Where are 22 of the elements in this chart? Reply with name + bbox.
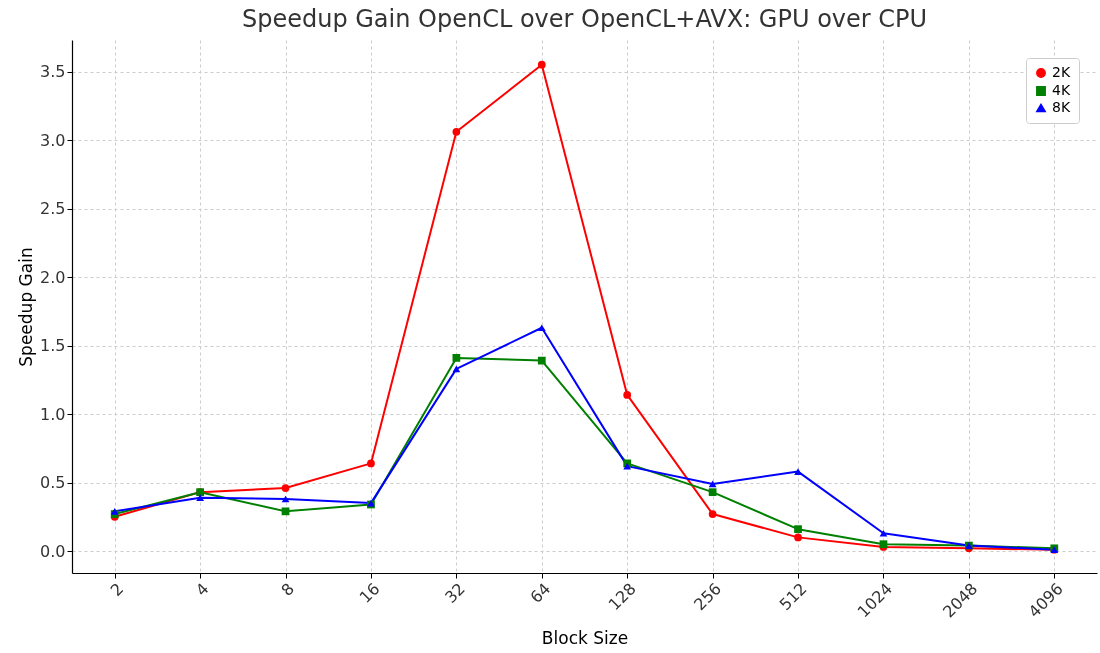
y-tick-label: 1.5 [40,336,66,356]
y-tick-label: 3.5 [40,62,66,82]
y-tick-label: 0.0 [40,541,66,561]
legend-label: 8K [1052,99,1071,115]
legend-label: 4K [1052,82,1071,98]
x-tick-label: 8 [277,579,299,600]
x-tick-label: 64 [526,579,555,607]
x-tick-label: 4 [192,579,213,600]
y-tick-label: 1.0 [40,404,66,424]
x-tick-label: 16 [355,579,384,607]
x-tick-label: 512 [775,579,811,615]
chart-title: Speedup Gain OpenCL over OpenCL+AVX: GPU over CPU [241,5,928,33]
y-tick-label: 0.5 [40,473,66,493]
legend-label: 2K [1052,64,1071,80]
y-tick-label: 3.0 [40,130,66,150]
x-axis-title: Block Size [541,627,629,648]
y-tick-label: 2.0 [40,267,66,287]
y-axis-title: Speedup Gain [16,247,37,367]
x-tick-label: 128 [604,579,640,615]
x-tick-label: 32 [441,579,469,607]
y-tick-label: 2.5 [40,199,66,219]
x-tick-label: 2 [106,579,128,600]
